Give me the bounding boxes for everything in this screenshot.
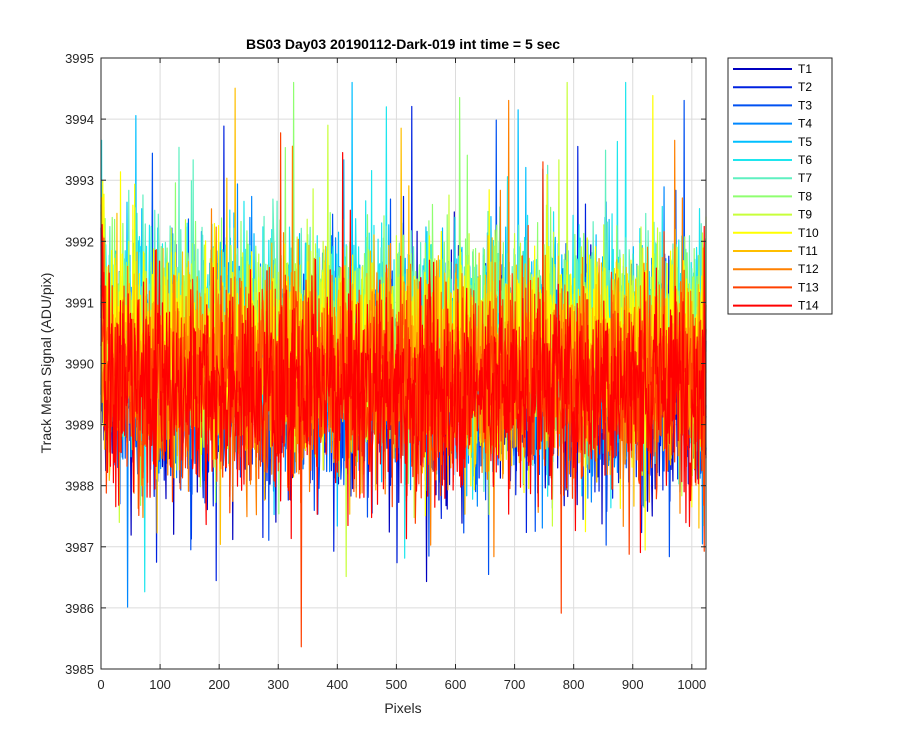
y-axis-label: Track Mean Signal (ADU/pix): [38, 273, 54, 454]
x-tick-label: 900: [622, 677, 644, 692]
legend-label-t11: T11: [798, 244, 818, 258]
x-tick-label: 0: [97, 677, 104, 692]
legend-label-t3: T3: [798, 98, 812, 112]
x-tick-label: 1000: [677, 677, 706, 692]
x-tick-label: 800: [563, 677, 585, 692]
y-tick-label: 3987: [65, 540, 94, 555]
y-tick-label: 3994: [65, 112, 94, 127]
legend: T1 T2 T3 T4 T5 T6 T7 T8 T9 T10 T11 T12 T13 T14: [727, 57, 833, 315]
legend-label-t4: T4: [798, 117, 812, 131]
legend-label-t5: T5: [798, 135, 812, 149]
legend-label-t2: T2: [798, 80, 812, 94]
y-tick-label: 3992: [65, 234, 94, 249]
x-axis-label: Pixels: [384, 700, 421, 716]
legend-label-t12: T12: [798, 262, 819, 276]
x-tick-label: 600: [445, 677, 467, 692]
chart-title: BS03 Day03 20190112-Dark-019 int time = …: [246, 36, 560, 52]
x-tick-label: 200: [208, 677, 230, 692]
x-tick-label: 100: [149, 677, 171, 692]
legend-label-t1: T1: [798, 62, 812, 76]
ticks-layer: 0 100 200 300 400 500 600 700 800 900 1000 3985 3986…: [65, 51, 706, 692]
y-tick-label: 3986: [65, 601, 94, 616]
legend-box: [727, 57, 833, 315]
legend-label-t13: T13: [798, 280, 819, 294]
y-tick-label: 3985: [65, 662, 94, 677]
legend-label-t7: T7: [798, 171, 812, 185]
x-tick-label: 400: [326, 677, 348, 692]
series-line-t14: [100, 152, 707, 554]
y-tick-label: 3990: [65, 357, 94, 372]
legend-label-t14: T14: [798, 299, 819, 313]
y-tick-label: 3991: [65, 295, 94, 310]
y-tick-label: 3995: [65, 51, 94, 66]
y-tick-label: 3989: [65, 418, 94, 433]
legend-label-t8: T8: [798, 189, 812, 203]
series-layer: [100, 81, 707, 648]
y-tick-label: 3988: [65, 479, 94, 494]
legend-label-t9: T9: [798, 208, 812, 222]
x-tick-label: 700: [504, 677, 526, 692]
x-tick-label: 500: [386, 677, 408, 692]
legend-label-t10: T10: [798, 226, 819, 240]
x-tick-label: 300: [267, 677, 289, 692]
y-tick-label: 3993: [65, 173, 94, 188]
legend-label-t6: T6: [798, 153, 812, 167]
